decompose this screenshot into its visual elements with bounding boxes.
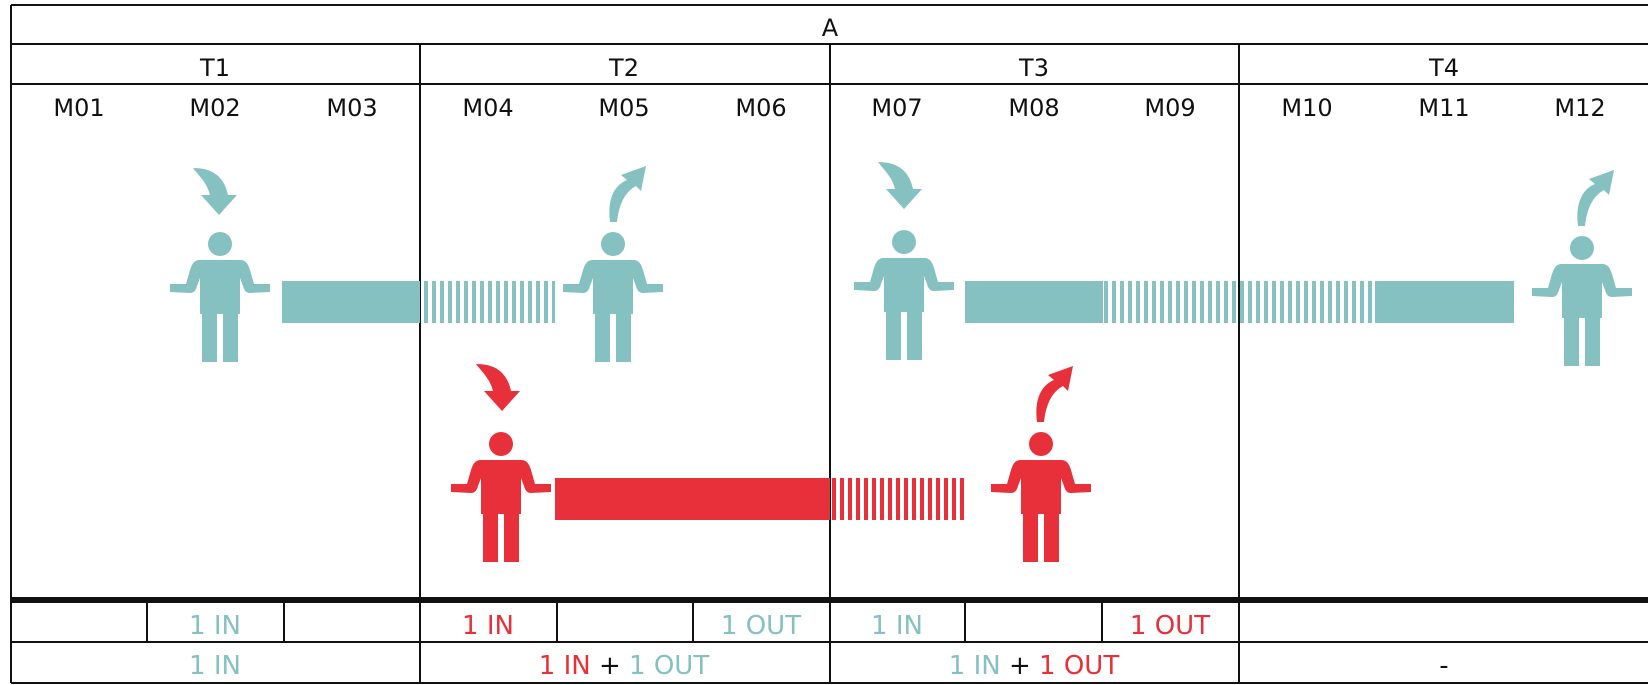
- person-teal-in-m07: [854, 162, 954, 360]
- person-icon: [991, 432, 1091, 562]
- period-header-t4: T4: [1428, 54, 1459, 82]
- period-summary-t2: 1 IN + 1 OUT: [539, 651, 710, 681]
- month-headers: M01 M02 M03 M04 M05 M06 M07 M08 M09 M10 …: [53, 94, 1605, 122]
- person-icon: [563, 232, 663, 362]
- arrow-in-icon: [476, 364, 520, 411]
- teal-bar-2-striped: [1103, 281, 1375, 323]
- period-summary-t4: -: [1439, 651, 1448, 681]
- month-header-m06: M06: [735, 94, 786, 122]
- arrow-out-icon: [1577, 170, 1614, 226]
- teal-bar-1-striped: [420, 281, 555, 323]
- person-red-out-m09: [991, 366, 1091, 562]
- period-header-t1: T1: [199, 54, 230, 82]
- arrow-in-icon: [878, 162, 922, 209]
- month-count-m09: 1 OUT: [1130, 611, 1210, 641]
- month-count-m02: 1 IN: [189, 611, 241, 641]
- arrow-out-icon: [609, 166, 646, 222]
- person-red-in-m04: [451, 364, 551, 562]
- teal-bar-2-solid-end: [1375, 281, 1514, 323]
- table-frame: [10, 4, 1648, 684]
- top-header: A: [822, 14, 839, 42]
- month-header-m11: M11: [1418, 94, 1469, 122]
- person-teal-out-m05: [563, 166, 663, 362]
- period-summary-t3: 1 IN + 1 OUT: [949, 651, 1120, 681]
- arrow-out-icon: [1036, 366, 1073, 422]
- month-counts-row: 1 IN 1 IN 1 OUT 1 IN 1 OUT: [189, 611, 1210, 641]
- month-header-m08: M08: [1008, 94, 1059, 122]
- person-icon: [854, 230, 954, 360]
- month-header-m04: M04: [462, 94, 513, 122]
- thick-separator: [11, 597, 1648, 603]
- arrow-in-icon: [193, 168, 237, 215]
- person-teal-in-m02: [170, 168, 270, 362]
- period-header-t2: T2: [608, 54, 639, 82]
- employment-bars: [282, 281, 1514, 520]
- month-header-m09: M09: [1144, 94, 1195, 122]
- month-header-m10: M10: [1281, 94, 1332, 122]
- month-count-m04: 1 IN: [462, 611, 514, 641]
- period-headers: T1 T2 T3 T4: [199, 54, 1459, 82]
- person-icon: [451, 432, 551, 562]
- period-summary-row: 1 IN 1 IN + 1 OUT 1 IN + 1 OUT -: [189, 651, 1449, 681]
- period-header-t3: T3: [1018, 54, 1049, 82]
- red-bar-solid: [555, 478, 830, 520]
- month-count-m07: 1 IN: [871, 611, 923, 641]
- month-header-m12: M12: [1554, 94, 1605, 122]
- month-header-m07: M07: [871, 94, 922, 122]
- month-header-m05: M05: [598, 94, 649, 122]
- month-header-m02: M02: [189, 94, 240, 122]
- person-icon: [170, 232, 270, 362]
- period-summary-t1: 1 IN: [189, 651, 241, 681]
- red-bar-striped: [830, 478, 968, 520]
- person-teal-out-m12: [1532, 170, 1632, 366]
- month-header-m01: M01: [53, 94, 104, 122]
- person-icon: [1532, 236, 1632, 366]
- month-count-m06: 1 OUT: [721, 611, 801, 641]
- teal-bar-2-solid: [965, 281, 1103, 323]
- teal-bar-1-solid: [282, 281, 420, 323]
- month-header-m03: M03: [326, 94, 377, 122]
